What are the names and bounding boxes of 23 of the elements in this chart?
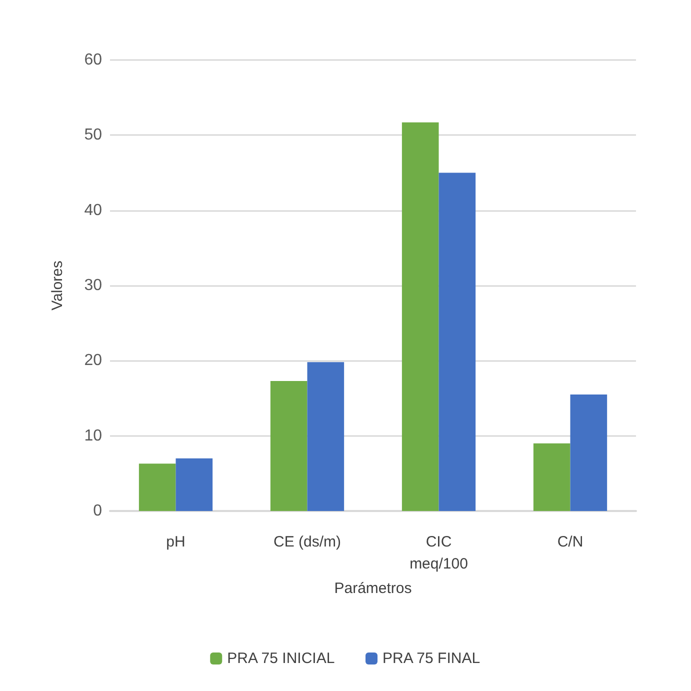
x-tick-label: pH [166,534,186,550]
bar [138,464,176,511]
y-tick-label: 10 [84,427,102,444]
legend-label: PRA 75 INICIAL [227,650,335,667]
x-tick-label: C/N [557,534,584,550]
bar [402,122,439,511]
bar [176,458,213,511]
legend-label: PRA 75 FINAL [382,650,480,667]
x-tick-label: CIC meq/100 [410,534,468,572]
y-tick-label: 0 [93,502,102,520]
bar [438,172,476,511]
y-tick-label: 50 [84,126,102,144]
x-axis-title: Parámetros [334,580,412,597]
y-tick-label: 30 [84,277,102,294]
y-tick-label: 40 [84,202,102,219]
bar [570,394,608,511]
bar [270,380,308,511]
x-tick-label: CE (ds/m) [274,534,342,550]
y-axis-title: Valores [49,260,66,310]
y-tick-label: 20 [84,352,102,370]
y-tick-label: 60 [84,52,102,68]
bar [307,362,344,511]
bar [533,443,570,511]
